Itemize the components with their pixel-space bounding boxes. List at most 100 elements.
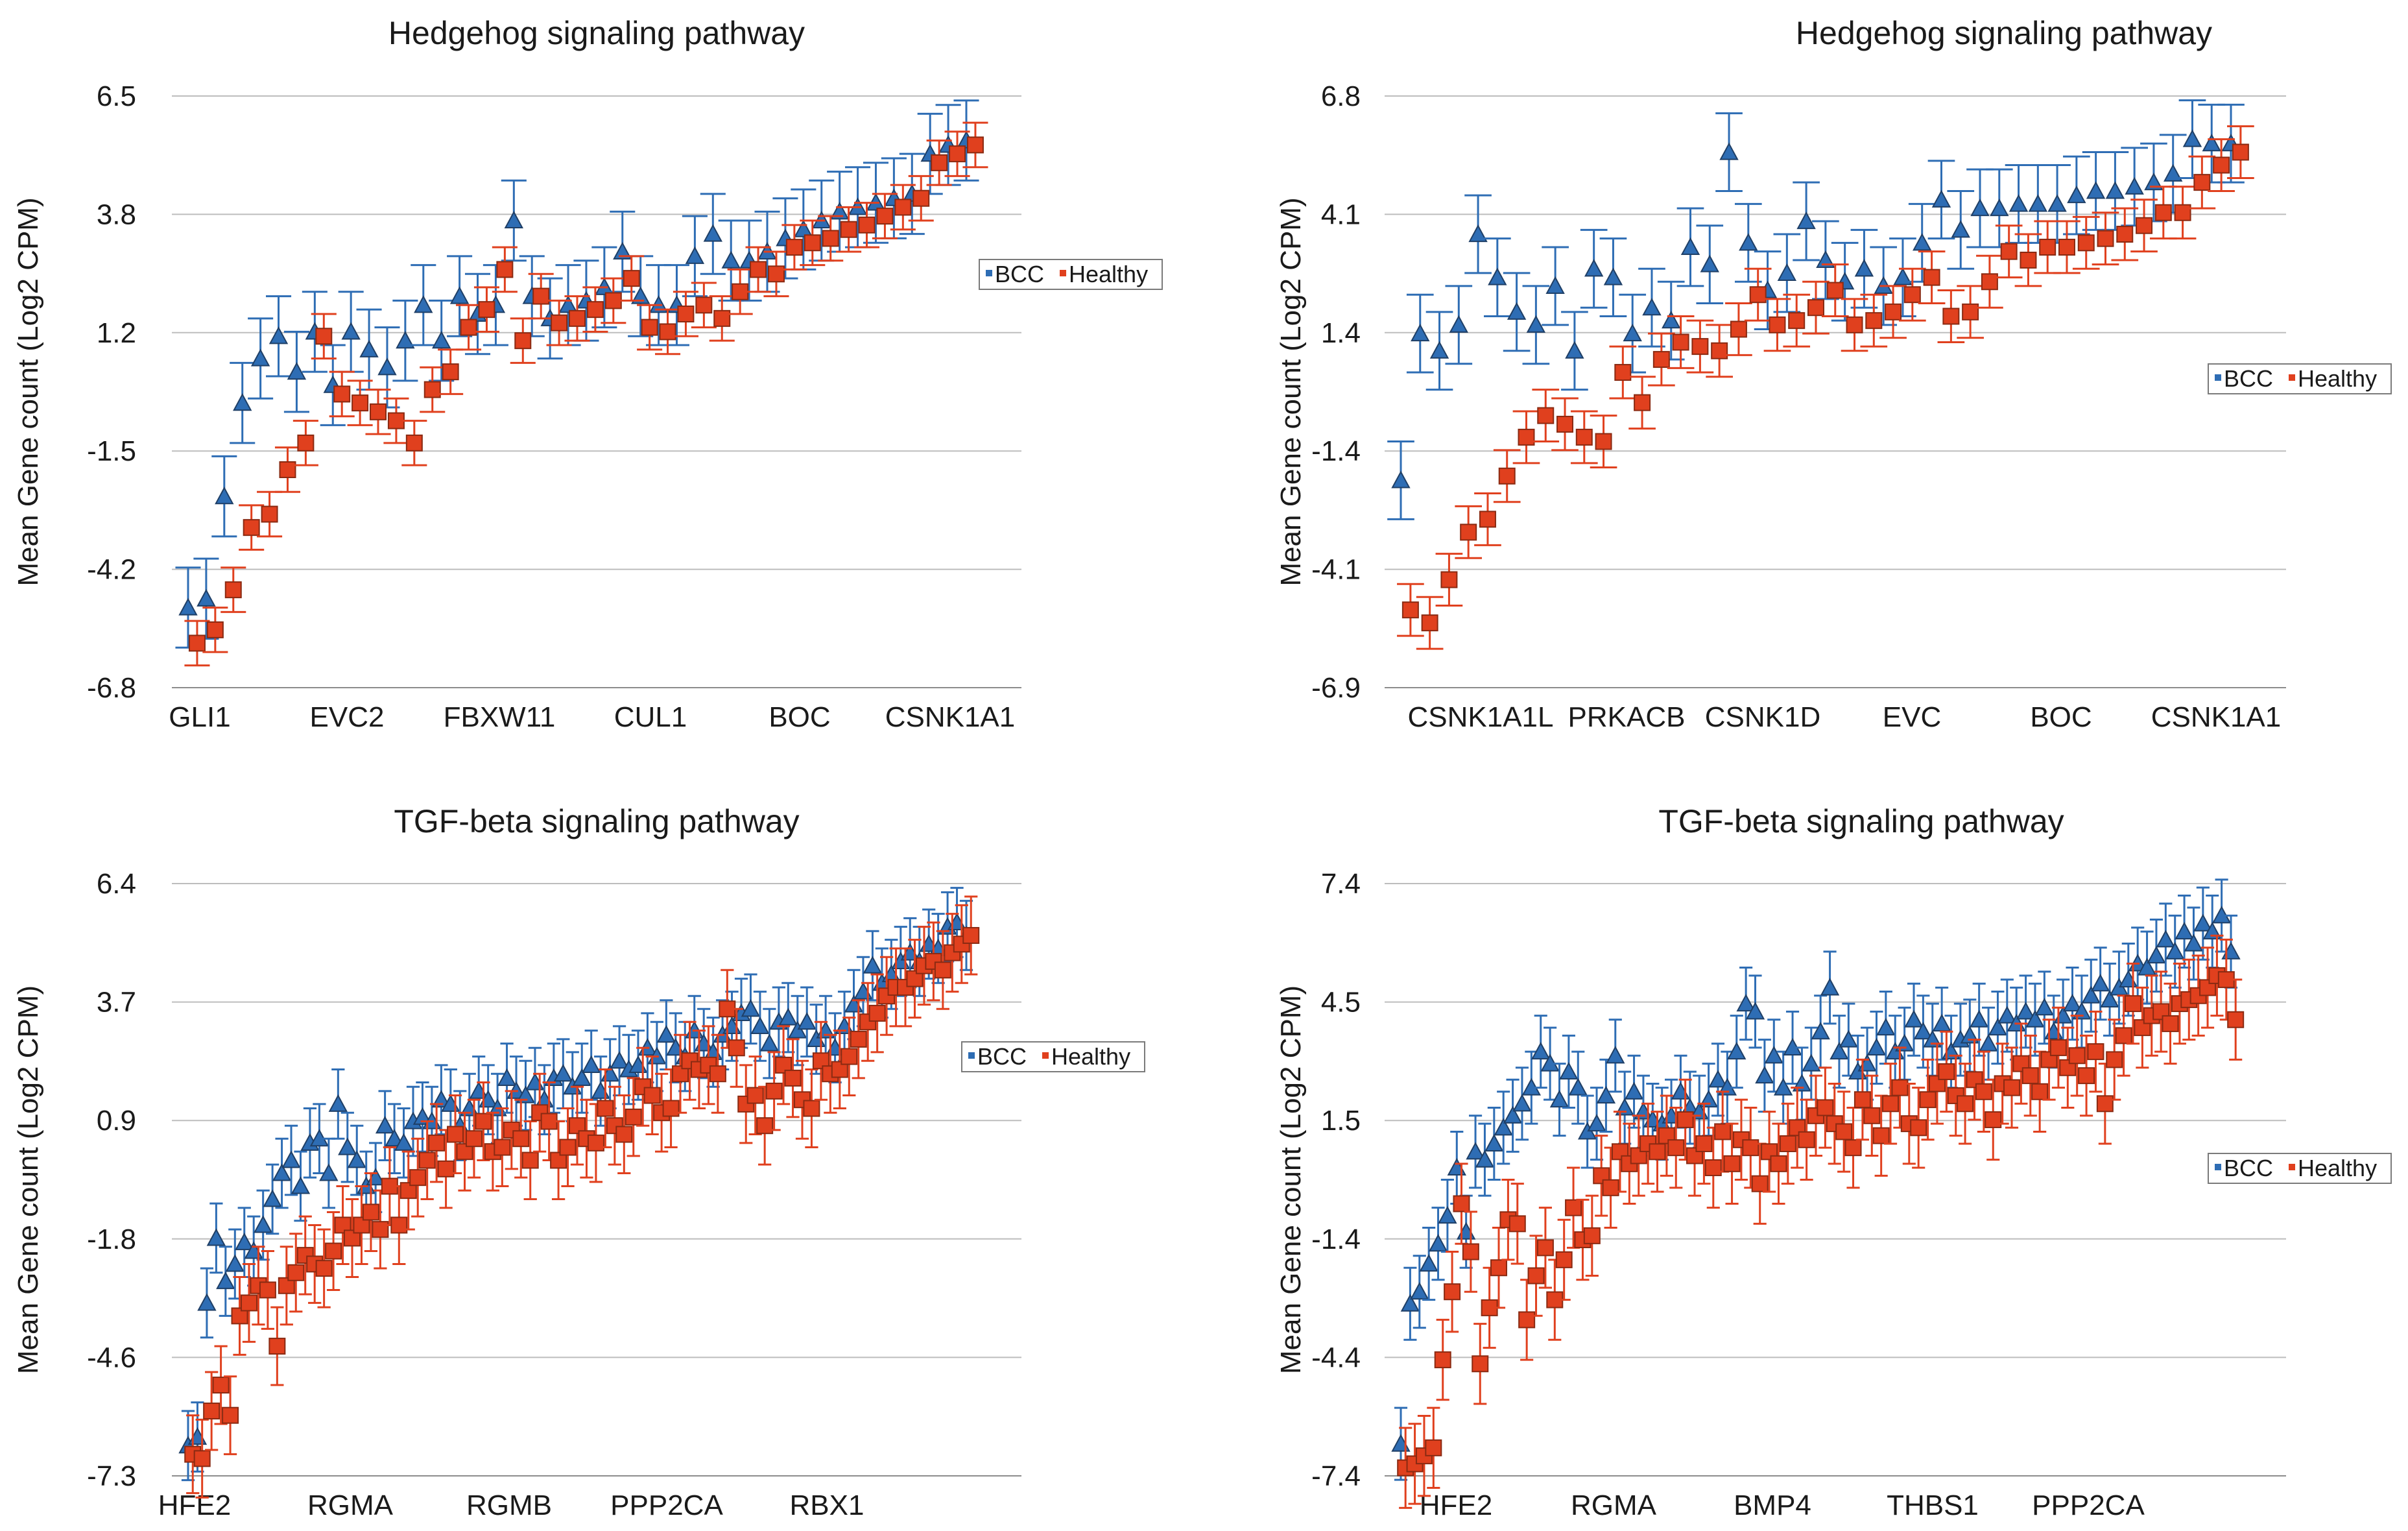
data-point-healthy — [460, 319, 477, 336]
data-point-healthy — [728, 1039, 745, 1057]
y-tick-label: 1.2 — [97, 317, 136, 349]
data-point-healthy — [1575, 428, 1593, 446]
data-point-bcc — [2193, 913, 2213, 932]
data-point-bcc — [572, 1068, 591, 1086]
data-point-bcc — [1913, 233, 1932, 251]
data-point-bcc — [1606, 1046, 1625, 1064]
y-tick-label: -1.8 — [87, 1224, 136, 1255]
data-point-healthy — [2039, 238, 2056, 256]
data-point-bcc — [1773, 1078, 1793, 1096]
data-point-healthy — [268, 1338, 286, 1355]
data-point-bcc — [1624, 1081, 1644, 1100]
data-point-healthy — [1434, 1351, 1451, 1369]
data-point-healthy — [1565, 1199, 1582, 1216]
legend: BCC Healthy — [979, 259, 1163, 290]
data-point-healthy — [756, 1117, 774, 1135]
data-point-bcc — [2028, 194, 2048, 212]
data-point-bcc — [1410, 1282, 1429, 1300]
data-point-healthy — [1440, 571, 1458, 588]
data-point-bcc — [1456, 1222, 1476, 1240]
data-point-bcc — [2144, 173, 2164, 191]
legend-swatch-bcc — [2215, 374, 2221, 381]
data-point-healthy — [1490, 1259, 1508, 1277]
data-point-healthy — [765, 1082, 783, 1100]
data-point-bcc — [2147, 945, 2166, 964]
data-point-healthy — [1957, 1095, 1974, 1113]
data-point-bcc — [1549, 1090, 1569, 1108]
data-point-healthy — [1846, 316, 1863, 333]
legend: BCC Healthy — [2208, 1153, 2392, 1184]
data-point-bcc — [685, 246, 705, 264]
x-tick-label: BOC — [769, 701, 830, 733]
y-axis-label: Mean Gene count (Log2 CPM) — [12, 985, 44, 1374]
data-point-bcc — [1979, 1033, 1998, 1052]
data-point-bcc — [1488, 267, 1507, 285]
data-point-bcc — [630, 286, 650, 304]
data-point-healthy — [709, 1065, 726, 1083]
data-point-healthy — [203, 1403, 221, 1420]
data-point-healthy — [1723, 1155, 1741, 1172]
data-point-bcc — [2165, 941, 2185, 959]
data-point-healthy — [1891, 1079, 1909, 1096]
data-point-healthy — [1555, 1251, 1573, 1268]
data-point-healthy — [496, 261, 514, 278]
data-point-healthy — [2068, 1047, 2086, 1065]
data-point-bcc — [1419, 1253, 1438, 1272]
data-point-healthy — [1882, 1095, 1900, 1113]
data-point-healthy — [1854, 1091, 1871, 1109]
data-point-bcc — [2062, 993, 2082, 1012]
data-point-bcc — [794, 219, 813, 237]
data-point-healthy — [785, 239, 803, 256]
data-point-bcc — [263, 1189, 282, 1207]
data-point-bcc — [396, 331, 415, 349]
y-tick-label: 1.5 — [1321, 1105, 1361, 1137]
data-point-healthy — [1583, 1227, 1601, 1244]
data-point-bcc — [412, 1107, 433, 1125]
data-point-healthy — [931, 154, 948, 171]
data-point-healthy — [409, 1169, 427, 1187]
data-point-bcc — [1512, 1094, 1532, 1112]
data-point-bcc — [225, 1254, 244, 1272]
data-point-healthy — [521, 1151, 539, 1169]
data-point-bcc — [1708, 1070, 1728, 1088]
data-point-bcc — [2034, 998, 2055, 1016]
data-point-healthy — [1518, 1311, 1536, 1329]
data-point-bcc — [2025, 1009, 2045, 1028]
y-tick-label: 7.4 — [1321, 868, 1361, 900]
data-point-healthy — [1462, 1243, 1479, 1260]
data-point-healthy — [1817, 1099, 1834, 1116]
y-tick-label: -1.4 — [1311, 435, 1361, 467]
data-point-bcc — [1466, 1142, 1485, 1160]
data-point-healthy — [1672, 333, 1689, 351]
data-point-healthy — [372, 1221, 389, 1238]
data-point-bcc — [1428, 1234, 1448, 1252]
data-point-bcc — [1568, 1078, 1588, 1096]
data-point-bcc — [1719, 142, 1739, 160]
data-point-healthy — [2097, 230, 2114, 247]
data-point-bcc — [250, 348, 270, 367]
data-point-bcc — [359, 339, 379, 357]
x-tick-label: CSNK1D — [1705, 701, 1821, 733]
data-point-healthy — [287, 1264, 305, 1281]
data-point-bcc — [328, 1094, 348, 1112]
data-point-healthy — [1751, 1175, 1769, 1192]
data-point-healthy — [456, 1143, 473, 1161]
chart-panel-hedgehog-left: Hedgehog signaling pathway Mean Gene coun… — [12, 15, 1163, 733]
data-point-bcc — [206, 1228, 226, 1246]
data-point-healthy — [1595, 433, 1612, 450]
data-point-bcc — [778, 1007, 798, 1026]
data-point-healthy — [2020, 251, 2037, 269]
data-point-healthy — [1711, 342, 1728, 359]
data-point-bcc — [1951, 220, 1970, 238]
data-point-healthy — [1742, 1139, 1759, 1157]
x-tick-label: RGMA — [307, 1489, 394, 1521]
y-tick-label: -6.8 — [87, 672, 136, 704]
data-point-bcc — [253, 1215, 273, 1233]
data-point-healthy — [193, 1450, 211, 1467]
legend: BCC Healthy — [2208, 363, 2392, 394]
legend-swatch-healthy — [2289, 374, 2295, 381]
data-point-bcc — [341, 322, 361, 340]
data-point-healthy — [512, 1130, 530, 1148]
x-tick-label: BOC — [2030, 701, 2092, 733]
data-point-bcc — [703, 224, 722, 242]
